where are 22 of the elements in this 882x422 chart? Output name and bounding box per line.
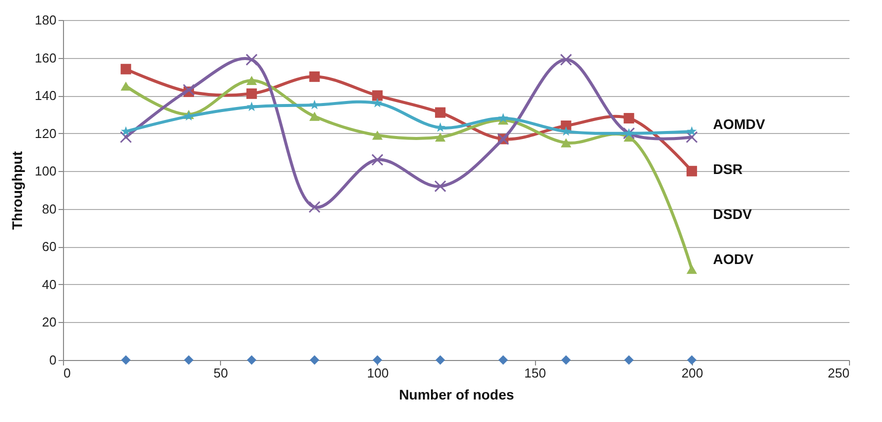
annotation: DSDV [713, 206, 753, 222]
y-tick-label: 20 [42, 314, 56, 330]
x-tick-label: 200 [681, 366, 704, 380]
y-tick-label: 120 [34, 126, 56, 141]
y-tick-label: 0 [49, 352, 56, 368]
x-tick-label: 100 [367, 366, 389, 380]
x-tick-label: 150 [524, 366, 546, 380]
y-tick-label: 80 [42, 201, 56, 216]
y-tick-label: 140 [34, 88, 56, 104]
x-tick-label: 0 [64, 366, 71, 380]
annotation: AODV [713, 251, 754, 267]
y-tick-label: 40 [42, 276, 56, 292]
y-axis-title: Throughput [8, 150, 25, 230]
y-tick-label: 160 [34, 50, 56, 66]
annotation: AOMDV [713, 116, 766, 132]
y-tick-label: 180 [34, 12, 56, 28]
x-axis-title: Number of nodes [398, 386, 514, 402]
annotation: DSR [713, 161, 743, 177]
x-tick-label: 50 [213, 366, 228, 380]
x-tick-label: 250 [828, 366, 850, 380]
y-tick-label: 60 [42, 239, 56, 254]
y-tick-label: 100 [34, 164, 56, 179]
